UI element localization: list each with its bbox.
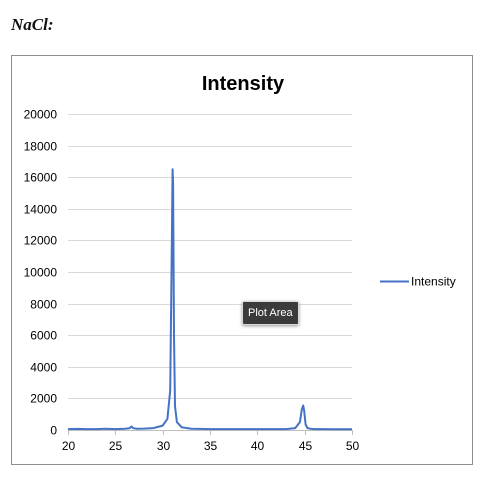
x-tick-label: 35 (204, 439, 218, 453)
chart-canvas: Intensity 0 2000 4000 6000 8000 10000 12000 140… (24, 73, 456, 454)
y-tick-label: 6000 (30, 329, 57, 343)
y-tick-label: 14000 (24, 203, 58, 217)
y-tick-label: 2000 (30, 392, 57, 406)
chart-area[interactable]: Intensity 0 2000 4000 6000 8000 10000 12000 140… (11, 55, 473, 465)
y-tick-label: 4000 (30, 361, 57, 375)
x-tick-label: 50 (346, 439, 360, 453)
axis-ticks: 0 2000 4000 6000 8000 10000 12000 14000 16000 180… (24, 108, 360, 454)
x-tick-label: 40 (251, 439, 265, 453)
y-tick-label: 18000 (24, 140, 58, 154)
y-tick-label: 10000 (24, 266, 58, 280)
chart-title: Intensity (202, 73, 285, 95)
x-tick-label: 20 (62, 439, 76, 453)
y-tick-label: 0 (50, 424, 57, 438)
x-tick-label: 25 (109, 439, 123, 453)
y-tick-label: 16000 (24, 171, 58, 185)
legend[interactable]: Intensity (380, 275, 456, 289)
series-line-intensity (67, 168, 352, 431)
plot-area-tooltip: Plot Area (242, 301, 299, 325)
x-tick-label: 45 (299, 439, 313, 453)
legend-label: Intensity (411, 275, 456, 289)
gridlines (68, 114, 352, 431)
y-tick-label: 8000 (30, 298, 57, 312)
plot-area[interactable] (67, 168, 352, 431)
y-tick-label: 20000 (24, 108, 58, 122)
x-tick-label: 30 (157, 439, 171, 453)
document-label: NaCl: (11, 15, 54, 34)
y-tick-label: 12000 (24, 234, 58, 248)
